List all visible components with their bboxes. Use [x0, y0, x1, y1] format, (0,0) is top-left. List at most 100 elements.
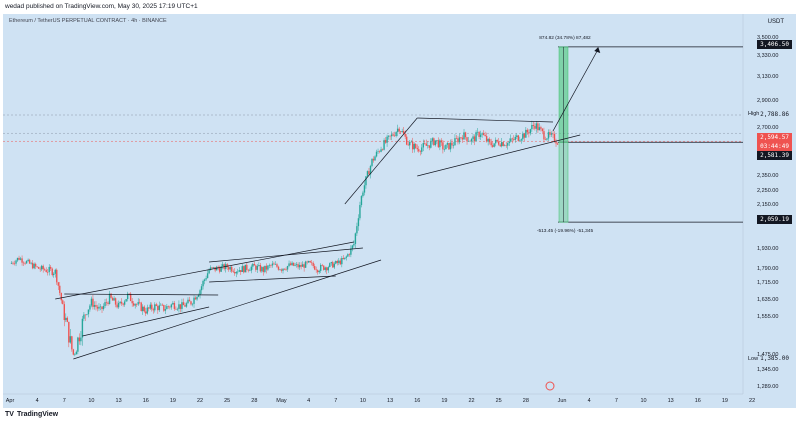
symbol-description: Ethereum / TetherUS PERPETUAL CONTRACT ·… [9, 18, 167, 24]
candle-body [396, 128, 399, 132]
candle-body [155, 304, 158, 306]
candle-body [154, 304, 156, 311]
candle-body [546, 138, 548, 140]
price-tick-label: 1,289.00 [757, 384, 778, 390]
candle-body [107, 302, 109, 304]
event-marker-icon [545, 381, 555, 391]
candle-body [405, 136, 408, 145]
candle-body [131, 301, 133, 304]
candle-body [412, 141, 414, 150]
candle-body [163, 304, 165, 311]
candle-body [158, 305, 161, 311]
time-tick-label: 25 [224, 398, 230, 404]
candle-body [148, 307, 150, 309]
candle-body [277, 266, 280, 270]
candle-body [238, 270, 240, 272]
candle-body [145, 311, 147, 314]
candle-body [286, 266, 289, 270]
candle-body [519, 140, 521, 142]
candle-body [320, 264, 322, 271]
time-tick-label: 16 [695, 398, 701, 404]
candle-body [114, 298, 117, 305]
candle-body [54, 269, 56, 274]
candle-body [383, 140, 385, 150]
second-flag-bottom-line [209, 275, 336, 283]
candle-body [510, 138, 512, 142]
time-tick-label: 7 [334, 398, 337, 404]
candle-body [354, 233, 357, 244]
candle-body [409, 142, 411, 146]
candle-body [419, 151, 421, 152]
candle-body [25, 261, 28, 264]
candle-body [217, 266, 219, 269]
candle-body [387, 135, 390, 137]
candle-body [549, 132, 551, 135]
candle-body [377, 151, 379, 152]
time-tick-label: 28 [523, 398, 529, 404]
candle-body [421, 147, 423, 152]
price-chart[interactable]: 1,289.00 1,345.00 1,475.00 1,555.00 1,635.00… [3, 14, 796, 408]
chart-canvas[interactable]: 1,289.00 1,345.00 1,475.00 1,555.00 1,635.00… [3, 14, 796, 408]
candle-body [538, 127, 541, 131]
candle-body [289, 263, 292, 266]
candle-body [111, 297, 114, 301]
candle-body [491, 145, 494, 147]
candle-body [47, 272, 49, 273]
candle-body [460, 137, 462, 138]
candle-body [363, 185, 366, 193]
candle-body [136, 304, 138, 305]
candle-body [74, 354, 76, 355]
candle-body [129, 293, 132, 302]
candle-body [404, 133, 406, 137]
time-tick-label: Apr [6, 398, 15, 404]
candle-body [507, 143, 509, 146]
candle-body [262, 267, 265, 272]
current-price-tag: 2,594.57 [757, 133, 792, 142]
time-tick-label: 13 [116, 398, 122, 404]
candle-body [280, 269, 283, 271]
price-tick-label: 1,635.00 [757, 297, 778, 303]
candle-body [375, 151, 378, 157]
candle-body [415, 144, 417, 149]
candle-body [146, 307, 148, 314]
candle-body [33, 263, 35, 269]
tradingview-logo-icon: TV [5, 411, 14, 418]
candle-body [200, 286, 203, 291]
candle-body [66, 317, 69, 322]
time-tick-label: 19 [170, 398, 176, 404]
candle-body [452, 145, 455, 146]
candle-body [332, 262, 334, 268]
candle-body [36, 266, 38, 268]
candle-body [306, 261, 308, 263]
candle-body [252, 263, 254, 267]
candle-body [270, 265, 272, 266]
candle-body [77, 337, 79, 352]
candle-body [139, 302, 141, 303]
candle-body [187, 299, 189, 304]
candle-body [99, 306, 102, 308]
candle-body [543, 131, 545, 140]
candle-body [39, 268, 41, 270]
candle-body [399, 131, 402, 133]
candle-body [357, 218, 360, 227]
candle-body [369, 165, 372, 175]
candle-body [81, 318, 84, 338]
candle-body [282, 268, 284, 271]
candle-body [276, 264, 278, 267]
candle-body [312, 262, 314, 267]
candle-body [15, 260, 17, 264]
candle-body [268, 265, 271, 266]
candle-body [199, 290, 201, 295]
candle-body [307, 260, 310, 263]
candle-body [267, 265, 269, 270]
candle-body [535, 123, 538, 129]
time-tick-label: 13 [387, 398, 393, 404]
candle-body [473, 136, 476, 142]
candle-body [104, 302, 106, 306]
candle-body [119, 301, 121, 303]
candle-body [553, 133, 556, 142]
candle-body [502, 142, 504, 146]
time-tick-label: 19 [722, 398, 728, 404]
candle-body [90, 298, 93, 306]
candle-body [125, 299, 127, 302]
